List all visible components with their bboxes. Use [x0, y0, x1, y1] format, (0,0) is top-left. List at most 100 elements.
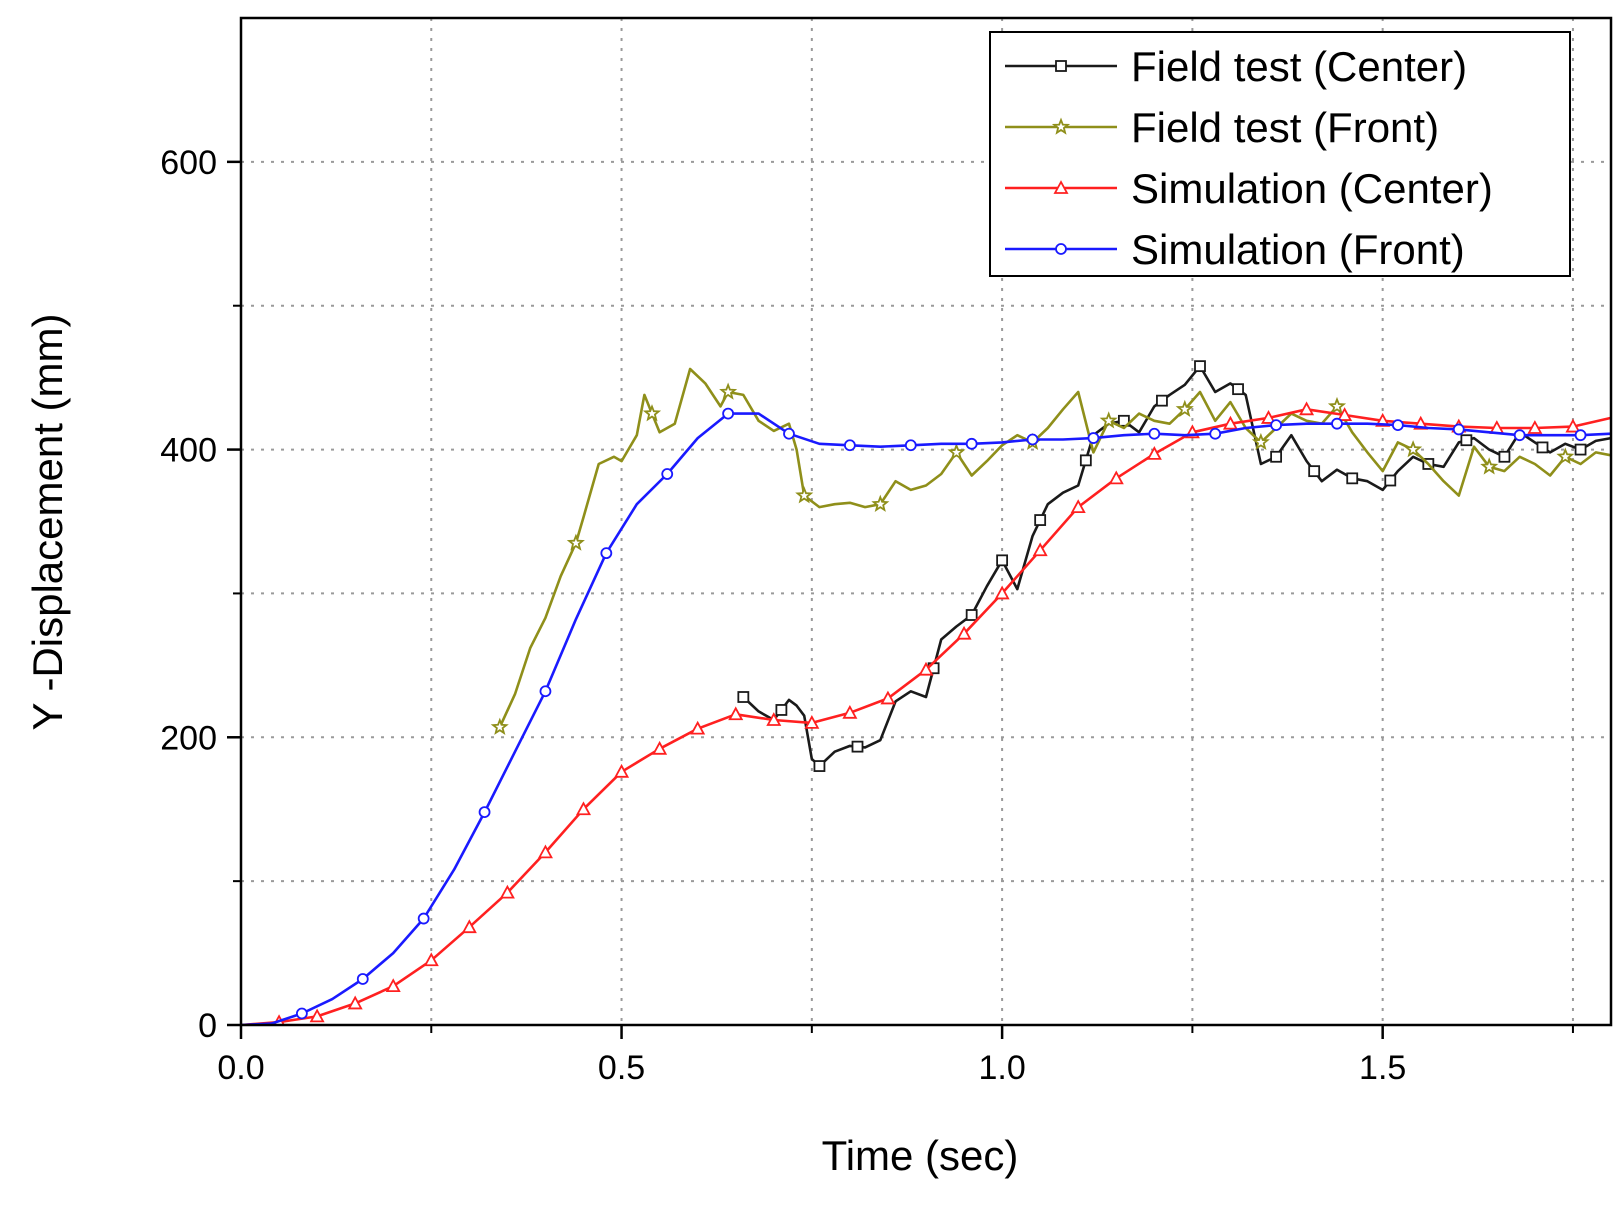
series-line-simulation-center — [240, 408, 1612, 1026]
series-field-test-center — [737, 360, 1612, 772]
data-point — [1270, 450, 1283, 463]
y-tick-label: 0 — [198, 1007, 217, 1045]
data-point — [1026, 433, 1039, 446]
legend: Field test (Center) Field test (Front) Sim… — [989, 31, 1571, 277]
series-line-field-test-front — [498, 367, 1612, 728]
legend-entry: Simulation (Center) — [1005, 165, 1493, 212]
legend-entry: Field test (Front) — [1005, 104, 1439, 151]
data-point — [600, 547, 613, 560]
data-point — [1391, 419, 1404, 432]
data-point — [690, 720, 706, 735]
series-line-simulation-front — [240, 412, 1612, 1026]
data-point — [1032, 542, 1048, 557]
plot-frame — [239, 16, 1613, 1027]
data-point — [1346, 472, 1359, 485]
data-point — [775, 704, 788, 716]
data-point — [947, 442, 966, 461]
legend-label: Simulation (Front) — [1131, 226, 1465, 273]
ticks: 0.0 0.5 1.0 1.5 0 200 400 600 — [160, 144, 1574, 1087]
data-point — [956, 625, 972, 640]
data-point — [499, 884, 515, 899]
series-simulation-front — [240, 407, 1612, 1026]
series-simulation-center — [240, 401, 1612, 1026]
data-point — [1099, 411, 1118, 429]
data-point — [918, 661, 934, 676]
data-point — [1480, 457, 1499, 475]
data-point — [1146, 446, 1162, 460]
data-point — [566, 533, 585, 551]
data-point — [309, 1008, 325, 1023]
data-point — [423, 952, 439, 967]
data-point — [1260, 410, 1277, 424]
data-point — [347, 995, 363, 1010]
data-point — [871, 494, 890, 512]
x-tick-label: 1.5 — [1359, 1049, 1406, 1087]
data-point — [813, 760, 826, 772]
data-point — [417, 912, 430, 925]
data-point — [1270, 419, 1283, 432]
data-point — [1108, 470, 1124, 485]
data-point — [490, 717, 509, 735]
data-point — [851, 740, 864, 753]
data-point — [1498, 450, 1511, 463]
data-point — [1308, 465, 1321, 478]
legend-label: Field test (Front) — [1131, 104, 1439, 151]
data-point — [1574, 429, 1587, 442]
data-point — [642, 404, 662, 422]
x-tick-label: 1.0 — [978, 1049, 1025, 1087]
data-point — [1222, 415, 1238, 430]
data-point — [880, 690, 896, 705]
data-point — [385, 978, 401, 993]
data-point — [1175, 399, 1194, 418]
data-point — [1536, 441, 1549, 454]
data-point — [766, 712, 782, 726]
data-point — [537, 844, 553, 859]
data-point — [1034, 514, 1047, 526]
data-point — [843, 439, 856, 452]
data-point — [842, 704, 858, 719]
data-point — [1299, 401, 1315, 416]
data-point — [1513, 429, 1526, 442]
data-point — [1337, 407, 1353, 421]
data-point — [652, 740, 668, 755]
data-point — [783, 427, 795, 440]
x-tick-label: 0.5 — [598, 1049, 645, 1087]
legend-marker — [1055, 243, 1067, 255]
data-point — [1327, 396, 1347, 415]
legend-label: Field test (Center) — [1131, 43, 1467, 90]
data-point — [722, 407, 735, 420]
data-point — [728, 706, 744, 721]
data-point — [1079, 454, 1092, 467]
series-field-test-front — [490, 367, 1612, 735]
y-tick-label: 200 — [160, 719, 217, 757]
legend-box — [989, 31, 1571, 277]
data-point — [614, 763, 630, 778]
data-point — [1556, 447, 1575, 465]
data-point — [804, 715, 820, 729]
data-point — [1565, 418, 1581, 433]
data-point — [1574, 443, 1587, 456]
data-point — [1156, 394, 1168, 407]
data-point — [1251, 432, 1270, 451]
legend-marker — [1051, 117, 1071, 135]
y-tick-label: 400 — [160, 432, 217, 470]
axes — [239, 16, 1613, 1027]
legend-label: Simulation (Center) — [1131, 165, 1493, 212]
data-point — [661, 468, 674, 480]
data-point — [1194, 360, 1206, 373]
data-point — [996, 554, 1009, 567]
data-point — [719, 382, 738, 400]
legend-entry: Field test (Center) — [1005, 43, 1467, 90]
x-tick-label: 0.0 — [217, 1049, 264, 1087]
series-line-field-test-center — [742, 364, 1612, 768]
data-point — [575, 801, 592, 816]
data-point — [1331, 417, 1343, 430]
data-point — [1087, 432, 1100, 444]
x-axis-title: Time (sec) — [822, 1132, 1019, 1179]
data-point — [795, 486, 814, 504]
data-point — [1117, 414, 1130, 427]
data-point — [1404, 440, 1423, 458]
data-point — [295, 1007, 308, 1020]
data-point — [994, 585, 1010, 600]
